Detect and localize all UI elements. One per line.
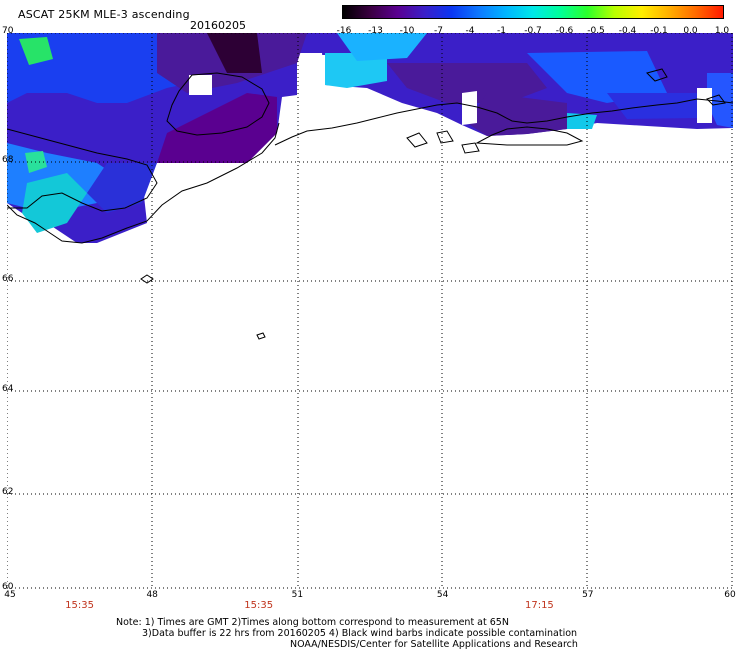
- latitude-label: 60: [2, 582, 14, 592]
- colorbar-tick-label: -1: [497, 26, 506, 36]
- latitude-label: 64: [2, 384, 14, 394]
- colorbar-tick-label: -16: [336, 26, 352, 36]
- colorbar-tick-label: -13: [368, 26, 383, 36]
- colorbar-tick-label: -0.4: [618, 26, 637, 36]
- longitude-label: 57: [582, 590, 594, 600]
- colorbar-tick-label: -4: [465, 26, 475, 36]
- map-title: ASCAT 25KM MLE-3 ascending: [18, 8, 190, 21]
- latitude-label: 70: [2, 26, 14, 36]
- colorbar-tick-label: -0.1: [650, 26, 668, 36]
- note-line-2: 3)Data buffer is 22 hrs from 20160205 4)…: [142, 628, 578, 639]
- longitude-label: 54: [436, 590, 449, 600]
- map-plot: [7, 33, 733, 589]
- wind-data-field: [7, 33, 733, 243]
- latitude-label: 66: [2, 274, 14, 284]
- time-label: 17:15: [524, 600, 554, 611]
- longitude-label: 45: [4, 590, 16, 600]
- colorbar: [342, 5, 724, 19]
- colorbar-tick-label: 1.0: [714, 26, 730, 36]
- longitude-label: 51: [291, 590, 304, 600]
- colorbar-tick-label: -7: [434, 26, 443, 36]
- time-label: 15:35: [244, 600, 274, 611]
- colorbar-tick-label: -10: [399, 26, 415, 36]
- grid-lines: [7, 33, 733, 589]
- map-date: 20160205: [190, 19, 246, 32]
- coastline: [7, 68, 733, 340]
- latitude-label: 62: [2, 487, 14, 497]
- colorbar-tick-label: -0.7: [524, 26, 542, 36]
- latitude-label: 68: [2, 155, 14, 165]
- note-line-3: NOAA/NESDIS/Center for Satellite Applica…: [290, 639, 578, 650]
- colorbar-tick-label: -0.5: [587, 26, 605, 36]
- note-line-1: Note: 1) Times are GMT 2)Times along bot…: [116, 617, 509, 628]
- longitude-label: 60: [724, 590, 736, 600]
- time-label: 15:35: [65, 600, 95, 611]
- longitude-label: 48: [146, 590, 158, 600]
- colorbar-tick-label: -0.6: [555, 26, 574, 36]
- colorbar-tick-label: 0.0: [683, 26, 698, 36]
